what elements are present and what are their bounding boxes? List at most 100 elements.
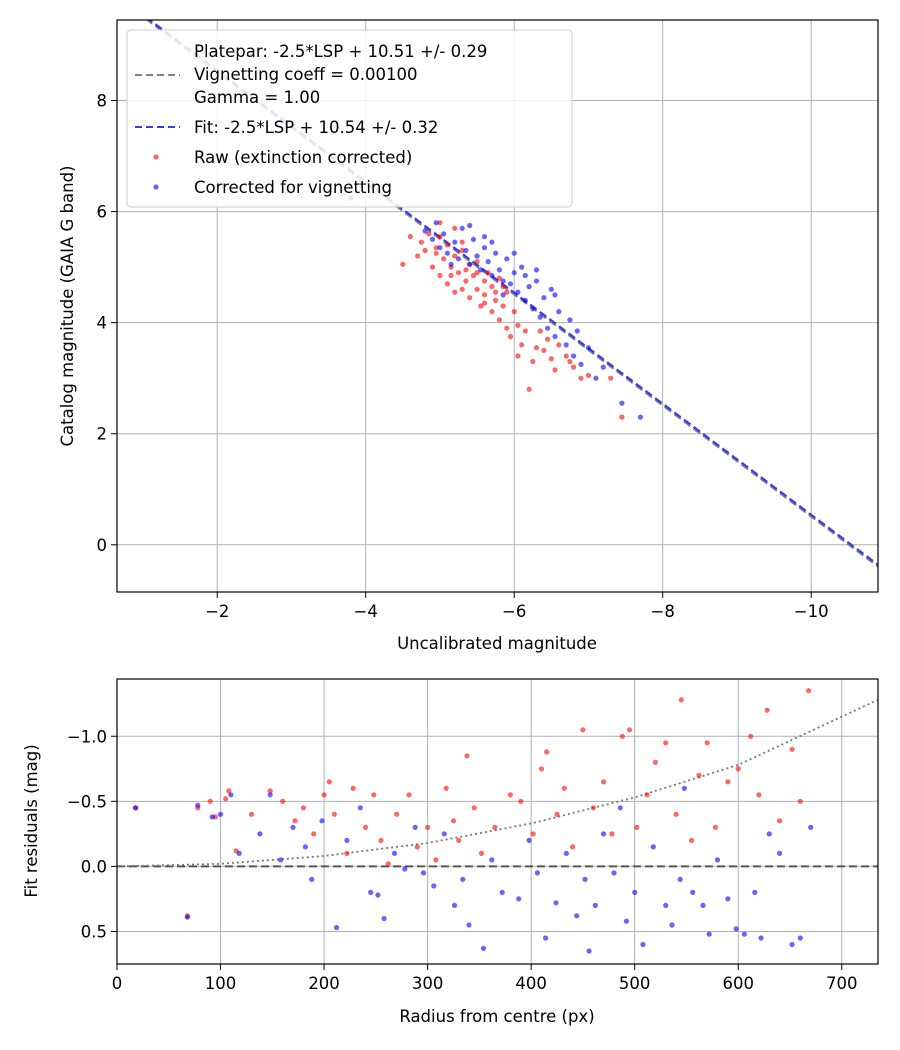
raw-point bbox=[489, 309, 495, 315]
top-x-axis-label: Uncalibrated magnitude bbox=[397, 634, 597, 653]
bottom-scatter-points bbox=[133, 688, 814, 954]
x-tick-label: −8 bbox=[651, 602, 675, 621]
corrected-point bbox=[741, 931, 748, 937]
corrected-point bbox=[563, 342, 569, 348]
corrected-point bbox=[466, 922, 472, 928]
y-tick-label: −1.0 bbox=[67, 727, 107, 746]
corrected-point bbox=[571, 353, 577, 359]
x-tick-label: 400 bbox=[515, 974, 547, 993]
raw-point bbox=[362, 824, 369, 831]
raw-point bbox=[673, 811, 679, 817]
raw-point bbox=[321, 792, 327, 798]
corrected-point bbox=[663, 902, 669, 909]
corrected-point bbox=[381, 915, 387, 922]
raw-point bbox=[433, 857, 439, 863]
corrected-point bbox=[552, 333, 558, 340]
y-tick-label: 0 bbox=[97, 536, 108, 555]
raw-point bbox=[481, 278, 488, 284]
x-tick-label: −6 bbox=[502, 602, 526, 621]
corrected-point bbox=[368, 889, 374, 896]
corrected-point bbox=[357, 805, 363, 811]
corrected-point bbox=[375, 892, 381, 898]
raw-point bbox=[429, 264, 436, 270]
raw-point bbox=[735, 766, 741, 772]
corrected-point bbox=[236, 850, 242, 857]
corrected-point bbox=[548, 286, 554, 292]
corrected-point bbox=[522, 297, 528, 303]
corrected-point bbox=[481, 245, 488, 251]
raw-point bbox=[541, 347, 547, 353]
corrected-point bbox=[789, 941, 795, 948]
corrected-point bbox=[485, 259, 491, 265]
raw-point bbox=[493, 297, 499, 303]
raw-point bbox=[452, 225, 458, 231]
corrected-point bbox=[574, 328, 580, 334]
raw-point bbox=[652, 759, 659, 765]
raw-point bbox=[580, 727, 586, 733]
corrected-point bbox=[278, 857, 284, 863]
raw-point bbox=[504, 325, 510, 331]
x-tick-label: 600 bbox=[722, 974, 754, 993]
raw-point bbox=[311, 831, 317, 837]
corrected-point bbox=[433, 220, 439, 226]
corrected-point bbox=[402, 866, 408, 872]
corrected-point bbox=[611, 870, 617, 876]
corrected-point bbox=[601, 831, 607, 837]
corrected-point bbox=[541, 295, 547, 301]
corrected-point bbox=[500, 278, 506, 284]
corrected-point bbox=[725, 896, 731, 902]
raw-point bbox=[437, 272, 443, 279]
x-tick-label: −4 bbox=[354, 602, 378, 621]
corrected-point bbox=[617, 805, 623, 811]
corrected-point bbox=[797, 935, 803, 941]
raw-point bbox=[426, 231, 432, 237]
corrected-point bbox=[533, 267, 540, 273]
corrected-point bbox=[574, 913, 580, 919]
corrected-point bbox=[758, 935, 764, 941]
raw-point bbox=[507, 792, 513, 798]
raw-point bbox=[496, 275, 502, 281]
raw-point bbox=[556, 342, 562, 348]
corrected-point bbox=[451, 902, 458, 909]
corrected-point bbox=[690, 889, 696, 896]
raw-point bbox=[756, 792, 762, 798]
raw-point bbox=[292, 818, 298, 824]
corrected-point bbox=[619, 400, 625, 406]
raw-point bbox=[789, 746, 795, 752]
y-tick-label: 0.0 bbox=[81, 857, 107, 876]
legend-platepar-line3: Gamma = 1.00 bbox=[194, 88, 320, 107]
corrected-point bbox=[460, 876, 466, 883]
corrected-point bbox=[441, 231, 447, 237]
raw-point bbox=[764, 707, 770, 713]
raw-point bbox=[571, 364, 577, 370]
raw-point bbox=[585, 372, 592, 378]
raw-point bbox=[500, 303, 506, 309]
raw-point bbox=[400, 261, 406, 267]
corrected-point bbox=[504, 256, 510, 262]
raw-point bbox=[474, 286, 480, 292]
raw-point bbox=[489, 284, 495, 290]
raw-point bbox=[425, 824, 431, 831]
corrected-point bbox=[467, 222, 473, 229]
corrected-point bbox=[533, 278, 540, 284]
corrected-point bbox=[522, 272, 528, 279]
corrected-point bbox=[637, 414, 644, 420]
legend-corrected-label: Corrected for vignetting bbox=[194, 178, 392, 197]
x-tick-label: −10 bbox=[794, 602, 829, 621]
raw-point bbox=[500, 284, 506, 290]
top-legend: Platepar: -2.5*LSP + 10.51 +/- 0.29 Vign… bbox=[126, 29, 573, 208]
raw-point bbox=[519, 342, 525, 348]
y-tick-label: 2 bbox=[97, 425, 108, 444]
corrected-point bbox=[556, 309, 562, 315]
corrected-point bbox=[448, 261, 454, 267]
corrected-point bbox=[543, 935, 549, 941]
top-plot-frame bbox=[116, 19, 879, 593]
corrected-point bbox=[526, 284, 532, 290]
raw-point bbox=[626, 727, 633, 733]
raw-point bbox=[406, 792, 412, 798]
raw-point bbox=[608, 375, 614, 381]
corrected-point bbox=[441, 831, 447, 837]
raw-point bbox=[777, 818, 783, 824]
y-tick-label: 8 bbox=[97, 92, 108, 111]
raw-point bbox=[634, 824, 640, 831]
